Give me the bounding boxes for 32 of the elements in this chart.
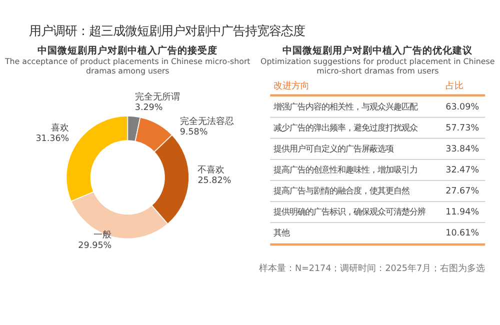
chart-title: 中国微短剧用户对剧中植入广告的接受度 <box>38 44 218 56</box>
data-label: 57.73% <box>446 123 480 134</box>
slice-label: 不喜欢 <box>198 164 225 176</box>
category-label: 提高广告与剧情的融合度，使其更自然 <box>274 186 410 196</box>
slice-label: 完全无法容忍 <box>180 116 234 127</box>
text: 用户调研：超三成微短剧用户对剧中广告持宽容态度 <box>28 24 305 38</box>
data-label: 9.58% <box>180 127 208 138</box>
category-label: 减少广告的弹出频率，避免过度打扰观众 <box>274 122 418 132</box>
category-label: 提供明确的广告标识，确保观众可清楚分辨 <box>274 206 426 217</box>
slice-label: 喜欢 <box>51 122 70 134</box>
text: Optimization suggestions for product placement in Chinese micro-short dramas from users <box>260 56 495 76</box>
data-label: 3.29% <box>134 102 163 113</box>
data-label: 10.61% <box>446 228 480 239</box>
data-label: 32.47% <box>446 166 480 176</box>
slice-label: 一般 <box>94 229 112 240</box>
category-label: 增强广告内容的相关性，与观众兴趣匹配 <box>272 101 418 112</box>
data-label: 33.84% <box>446 144 480 155</box>
data-label: 25.82% <box>198 176 232 186</box>
chart-subtitle: The acceptance of product placements in Chinese micro-short dramas among users <box>4 56 250 76</box>
data-label: 31.36% <box>36 134 70 144</box>
data-label: 27.67% <box>446 186 480 197</box>
category-label: 其他 <box>274 228 290 238</box>
text: 样本量：N=2174；调研时间：2025年7月；右图为多选 <box>258 262 486 274</box>
data-label: 63.09% <box>446 102 480 112</box>
category-label: 提供用户可自定义的广告屏蔽选项 <box>274 144 394 154</box>
category-label: 提高广告的创意性和趣味性，增加吸引力 <box>274 164 418 175</box>
data-label: 29.95% <box>78 240 112 251</box>
data-label: 11.94% <box>446 208 480 218</box>
text: 中国微短剧用户对剧中植入广告的优化建议 <box>282 44 474 56</box>
text: 占比 <box>446 80 464 92</box>
slice-label: 完全无所谓 <box>134 91 180 102</box>
text: 改进方向 <box>274 80 310 92</box>
